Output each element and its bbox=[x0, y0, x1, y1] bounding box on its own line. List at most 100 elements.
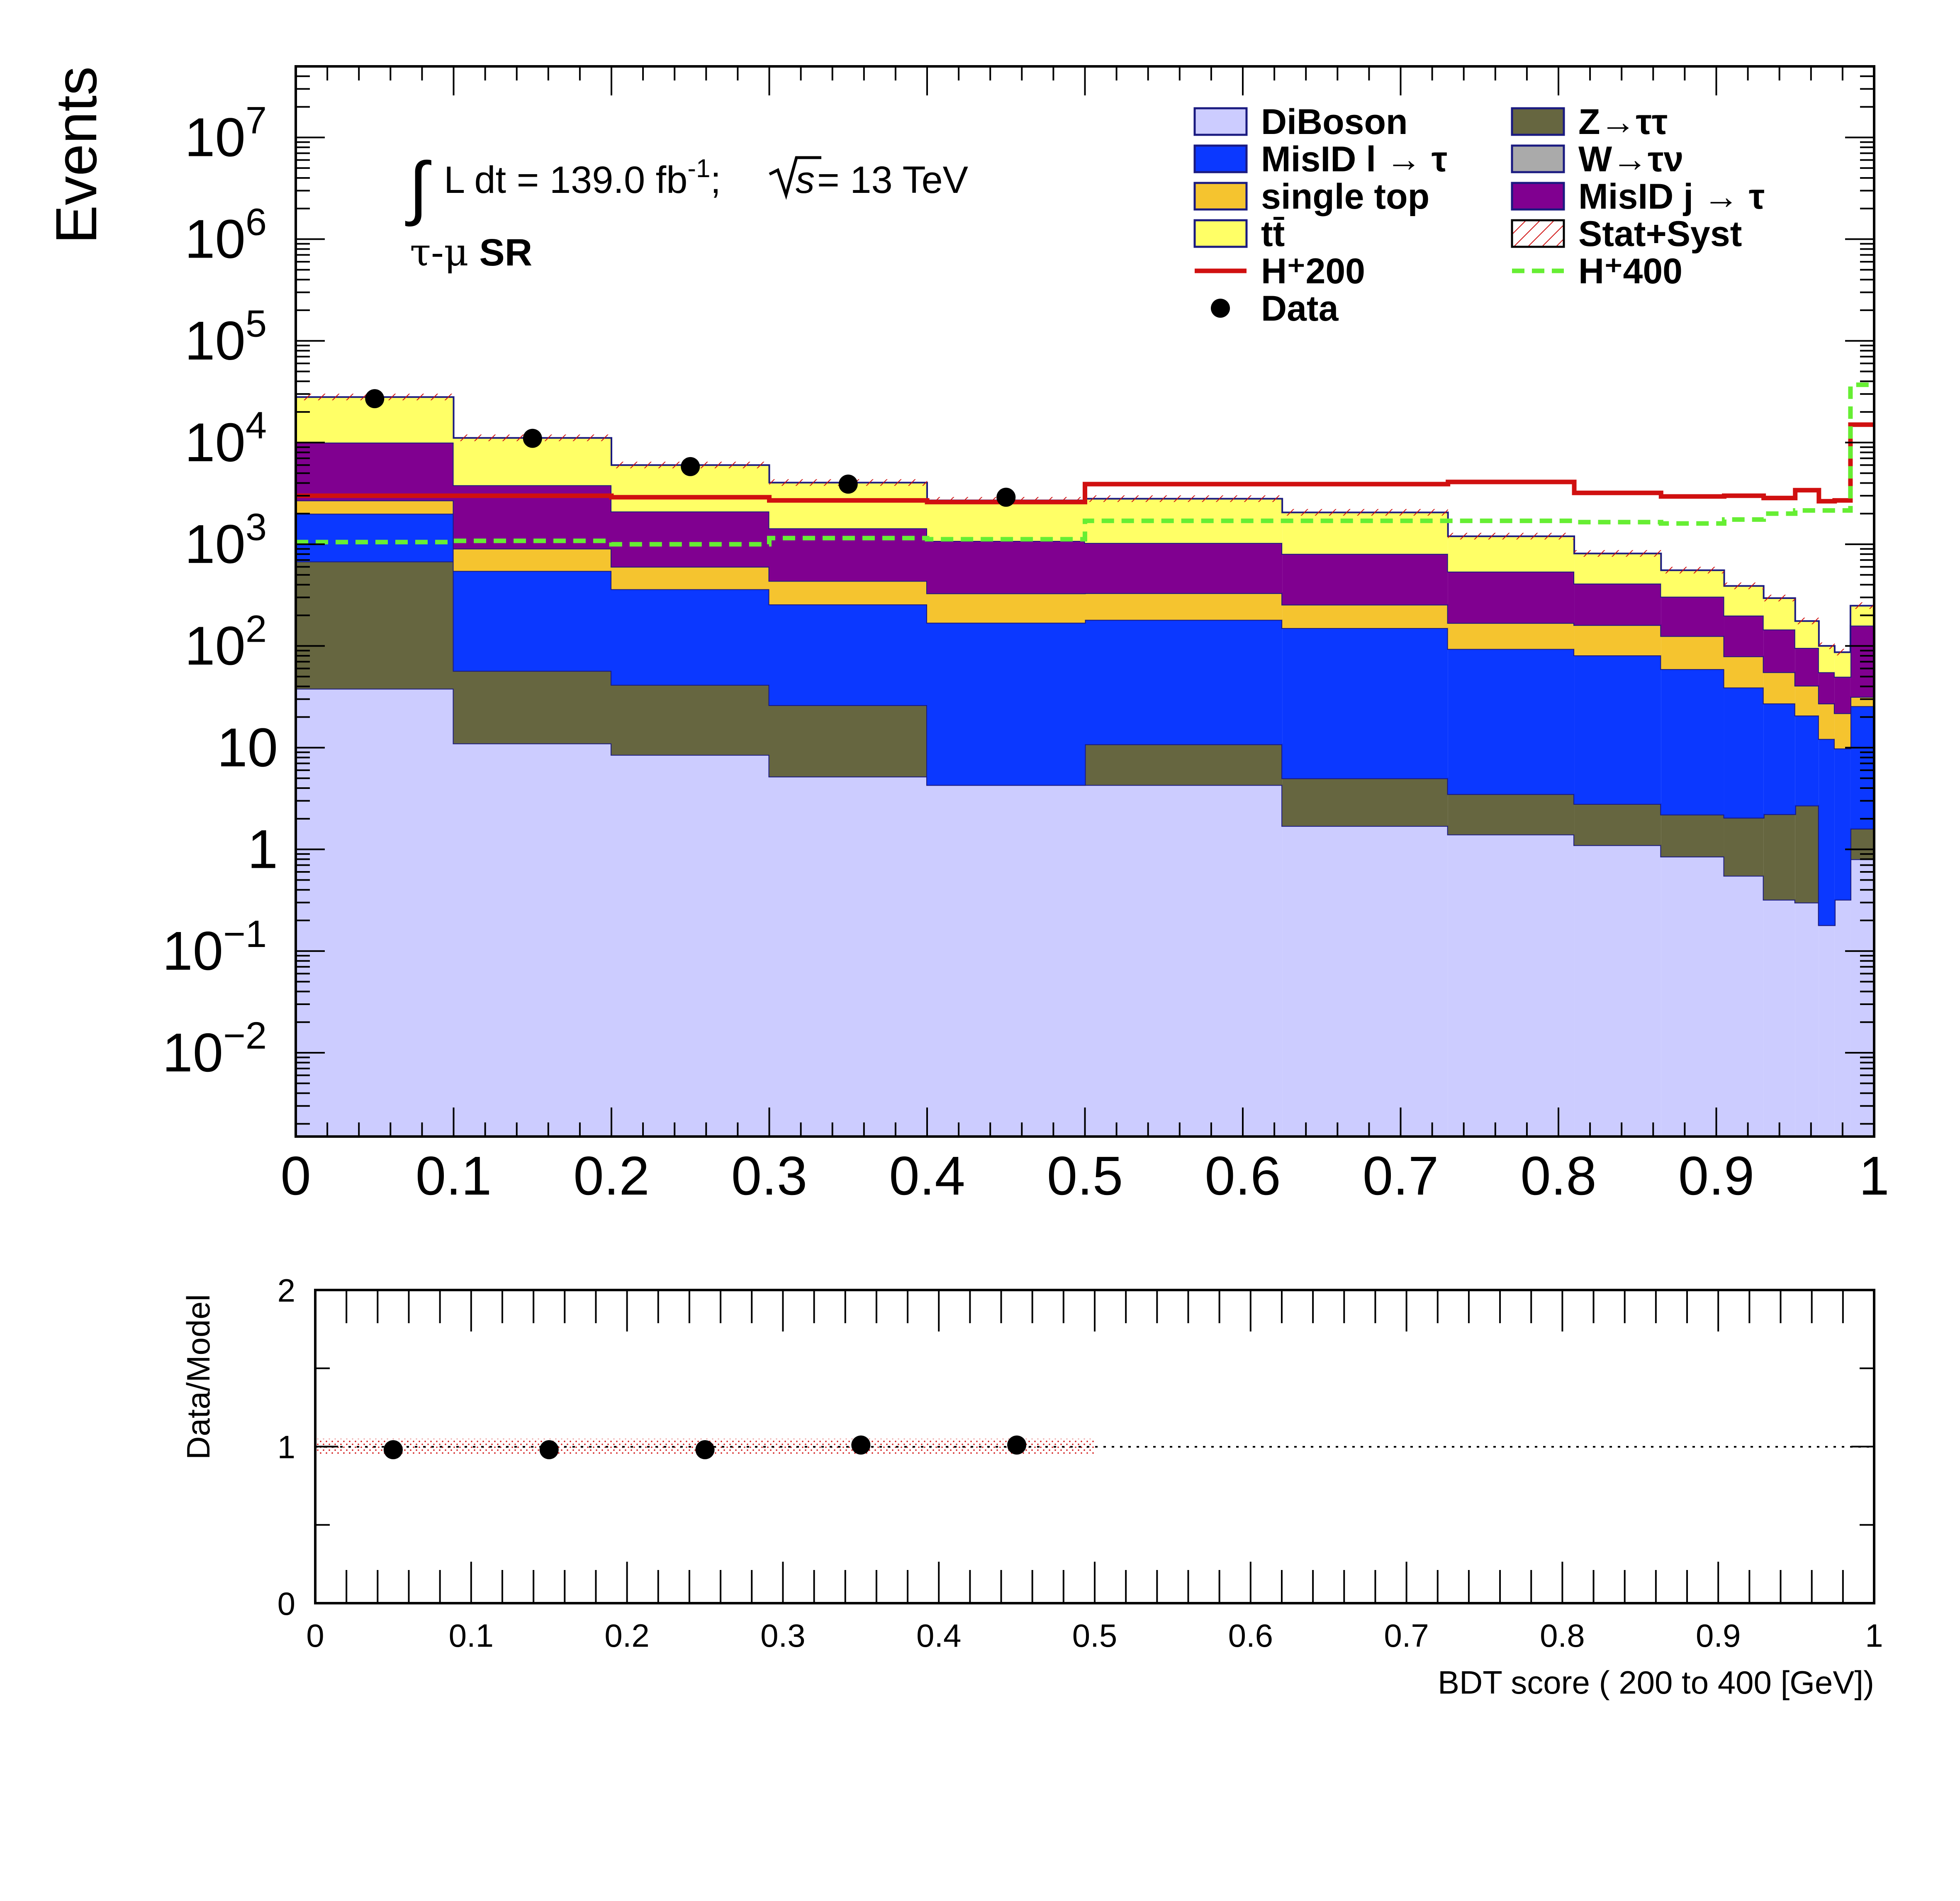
y-tick-exp: 2 bbox=[246, 608, 267, 650]
stack-bar bbox=[1850, 706, 1874, 829]
stack-bar bbox=[1724, 818, 1764, 876]
legend-label: W→τν bbox=[1578, 139, 1683, 179]
stack-bar bbox=[1085, 744, 1283, 785]
stack-bar bbox=[1724, 876, 1764, 1137]
stack-bar bbox=[1085, 620, 1283, 745]
y-tick-exp: 5 bbox=[246, 303, 267, 345]
ratio-point bbox=[851, 1435, 871, 1455]
stack-bar bbox=[1763, 899, 1795, 1137]
legend-swatch bbox=[1511, 219, 1565, 248]
legend-item: H⁺400 bbox=[1512, 251, 1682, 291]
ratio-x-tick-label: 0.5 bbox=[1072, 1617, 1117, 1654]
y-tick-label: 103 bbox=[185, 506, 267, 574]
y-tick-base: 10 bbox=[185, 107, 246, 168]
legend-label: H⁺400 bbox=[1578, 251, 1682, 291]
ratio-point bbox=[695, 1440, 715, 1460]
stack-bar bbox=[1448, 536, 1575, 572]
stack-bar bbox=[1661, 570, 1724, 597]
stat-syst-band bbox=[1850, 602, 1874, 609]
y-tick-label: 104 bbox=[185, 404, 267, 473]
stack-bar bbox=[1724, 656, 1764, 688]
stack-bar bbox=[769, 581, 927, 605]
legend-label: Stat+Syst bbox=[1578, 214, 1742, 254]
stack-bar bbox=[296, 514, 454, 562]
lumi-main: L dt = 139.0 fb bbox=[444, 159, 687, 201]
lumi-annotation: ∫ L dt = 139.0 fb-1; s = 13 TeV τ-μ SR bbox=[405, 148, 968, 275]
signal-h-200 bbox=[296, 422, 1874, 504]
legend-swatch bbox=[1211, 299, 1230, 318]
y-tick-base: 10 bbox=[185, 209, 246, 270]
stack-bar bbox=[453, 743, 611, 1137]
stack-bar bbox=[1574, 625, 1661, 655]
x-tick-label: 0.6 bbox=[1205, 1145, 1281, 1206]
stack-bar bbox=[1819, 672, 1835, 703]
stack-bar bbox=[1819, 646, 1835, 672]
stack-bar bbox=[927, 540, 1085, 594]
y-tick-exp: −1 bbox=[223, 913, 267, 955]
stack-bar bbox=[1574, 845, 1661, 1137]
lumi-rest: ; bbox=[711, 159, 721, 201]
legend-swatch bbox=[1193, 107, 1248, 136]
stack-bar bbox=[1661, 669, 1724, 815]
legend-swatch bbox=[1193, 219, 1248, 248]
y-axis-title: Events bbox=[44, 66, 109, 244]
stack-bar bbox=[611, 567, 769, 589]
ratio-y-tick-label: 0 bbox=[278, 1585, 295, 1622]
y-tick-label: 1 bbox=[248, 819, 278, 880]
legend-swatch bbox=[1193, 144, 1248, 173]
y-tick-exp: −2 bbox=[223, 1015, 267, 1057]
ratio-x-tick-label: 0.9 bbox=[1696, 1617, 1741, 1654]
stack-bar bbox=[1724, 586, 1764, 616]
x-tick-label: 0.4 bbox=[889, 1145, 965, 1206]
legend-item: DiBoson bbox=[1193, 102, 1408, 142]
legend-item: MisID j → τ bbox=[1511, 177, 1765, 217]
stack-bar bbox=[1819, 739, 1835, 925]
ratio-y-tick-label: 1 bbox=[278, 1429, 295, 1465]
stack-bar bbox=[769, 705, 927, 777]
y-tick-base: 10 bbox=[162, 920, 223, 981]
legend-item: H⁺200 bbox=[1195, 251, 1365, 291]
stack-bar bbox=[1795, 621, 1819, 648]
sqrt-s: s = 13 TeV bbox=[769, 156, 968, 201]
stack-bar bbox=[1574, 803, 1661, 845]
y-tick-exp: 3 bbox=[246, 506, 267, 548]
energy-text: = 13 TeV bbox=[817, 159, 968, 201]
legend-item: MisID l → τ bbox=[1193, 139, 1447, 179]
stat-syst-band bbox=[1763, 594, 1795, 601]
legend-swatch bbox=[1511, 144, 1565, 173]
y-tick-label: 10−1 bbox=[162, 913, 267, 981]
ratio-point bbox=[539, 1440, 559, 1460]
x-axis-title: BDT score ( 200 to 400 [GeV]) bbox=[1438, 1664, 1874, 1701]
data-point bbox=[996, 487, 1016, 507]
y-tick-exp: 7 bbox=[246, 99, 267, 141]
stack-bar bbox=[296, 561, 454, 689]
stack-bar bbox=[1850, 696, 1874, 706]
stack-bar bbox=[1834, 652, 1850, 677]
y-tick-exp: 4 bbox=[246, 404, 267, 447]
ratio-x-tick-label: 0.2 bbox=[604, 1617, 649, 1654]
ratio-x-tick-label: 0.7 bbox=[1384, 1617, 1429, 1654]
stack-bar bbox=[1661, 636, 1724, 669]
y-tick-label: 107 bbox=[185, 99, 267, 168]
legend-label: MisID j → τ bbox=[1578, 177, 1765, 217]
stack-bar bbox=[611, 684, 769, 755]
series-diboson bbox=[296, 688, 1874, 1137]
x-tick-label: 0.7 bbox=[1363, 1145, 1439, 1206]
ratio-x-tick-label: 0.4 bbox=[916, 1617, 961, 1654]
y-tick-base: 10 bbox=[185, 412, 246, 473]
stack-bar bbox=[1661, 596, 1724, 636]
legend-label: Z→ττ bbox=[1578, 102, 1668, 142]
stack-bar bbox=[1763, 598, 1795, 630]
lumi-text: L dt = 139.0 fb-1; bbox=[444, 154, 721, 201]
signal-h-400 bbox=[296, 382, 1874, 547]
legend-item: single top bbox=[1193, 177, 1429, 217]
legend-item: Data bbox=[1211, 289, 1339, 329]
y-tick-label: 10−2 bbox=[162, 1015, 267, 1083]
stack-bar bbox=[1282, 554, 1448, 605]
stack-bar bbox=[1795, 685, 1819, 716]
stack-bar bbox=[1282, 604, 1448, 628]
stack-bar bbox=[1834, 748, 1850, 900]
sqrt-s-var: s bbox=[796, 159, 815, 201]
y-tick-label: 10 bbox=[217, 717, 278, 778]
x-tick-label: 0.9 bbox=[1678, 1145, 1755, 1206]
